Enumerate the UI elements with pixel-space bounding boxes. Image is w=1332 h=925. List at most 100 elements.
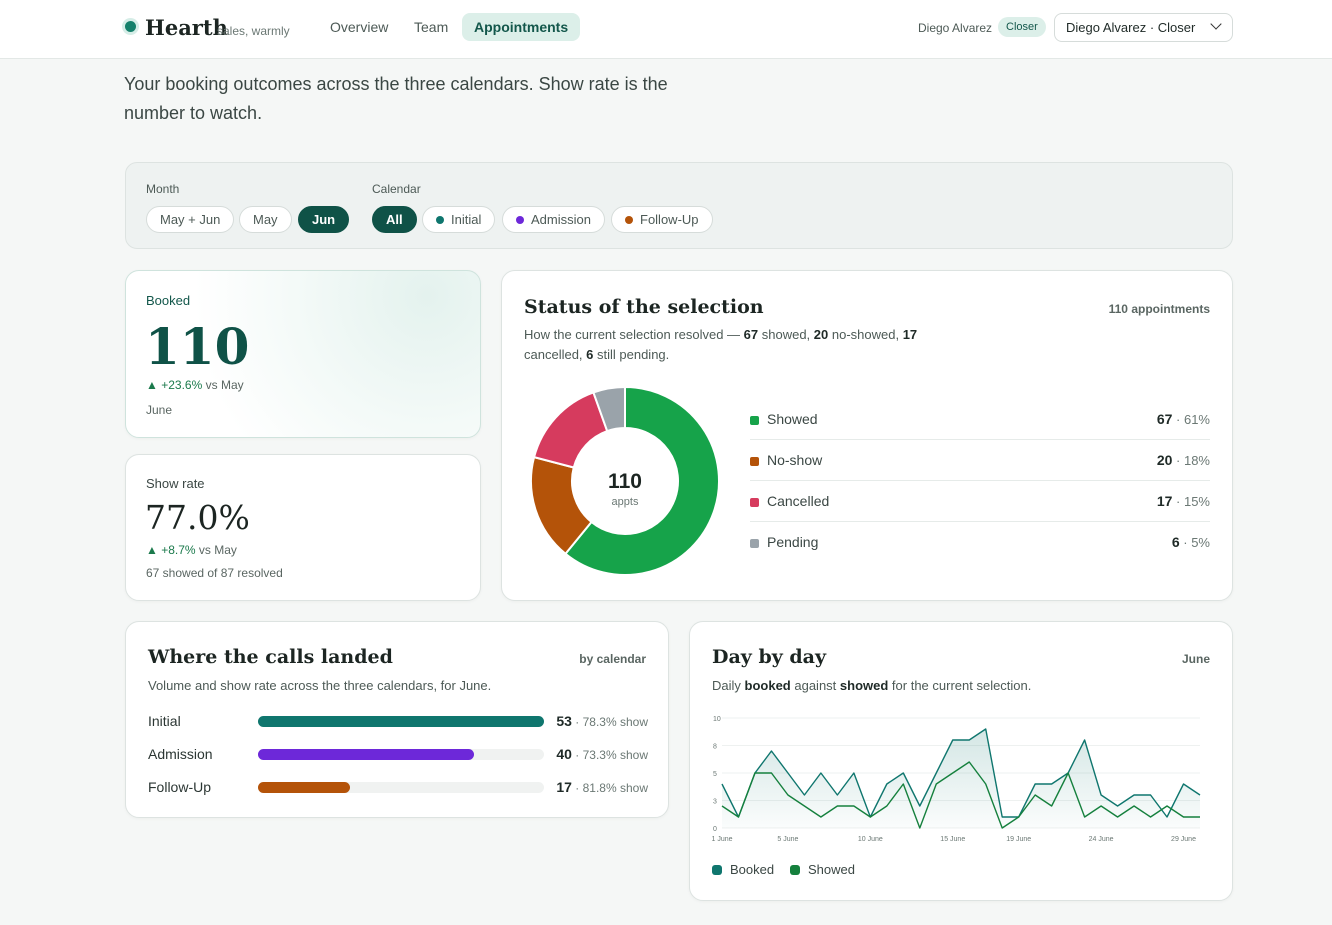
legend-showed: Showed <box>790 862 855 877</box>
daily-line-chart: 0 3 5 8 10 1 June 5 June 10 June 15 June 19 June… <box>712 716 1201 843</box>
user-name: Diego Alvarez <box>918 21 993 35</box>
status-value: 17 · 15% <box>1156 493 1210 509</box>
calendar-chip-initial-label: Initial <box>451 212 482 227</box>
y-tick-label: 5 <box>713 771 717 778</box>
calendar-value: 17 · 81.8% show <box>556 779 648 795</box>
bar-fill-admission <box>258 749 474 760</box>
donut-center-label: appts <box>612 496 639 508</box>
donut-slice-showed <box>564 385 720 576</box>
month-chip-may-jun[interactable]: May + Jun <box>146 206 235 233</box>
page-intro: Your booking outcomes across the three c… <box>124 74 668 123</box>
booked-area <box>722 729 1200 828</box>
booked-delta-suffix: vs May <box>205 378 244 392</box>
calendar-name: Admission <box>148 746 213 762</box>
calls-meta: by calendar <box>579 652 646 666</box>
y-tick-label: 10 <box>713 716 721 723</box>
calendar-dot-icon <box>516 216 524 224</box>
status-row-cancelled: Cancelled 17 · 15% <box>750 481 1210 522</box>
booked-sub: June <box>146 403 173 417</box>
bar-fill-follow-up <box>258 782 350 793</box>
booked-kpi-card: Booked 110 ▲ +23.6% vs May June <box>125 270 481 438</box>
donut-slice-cancelled <box>532 391 609 469</box>
swatch-no-show <box>750 457 759 466</box>
show-rate-sub: 67 showed of 87 resolved <box>146 566 283 580</box>
show-rate-kpi-card: Show rate 77.0% ▲ +8.7% vs May 67 showed… <box>125 454 481 601</box>
x-tick-label: 19 June <box>1006 836 1031 843</box>
chevron-down-icon <box>1210 18 1222 30</box>
calendar-value: 53 · 78.3% show <box>556 713 648 729</box>
calendar-bar-row: Initial 53 · 78.3% show <box>148 711 648 731</box>
calls-card: Where the calls landed by calendar Volum… <box>125 621 669 818</box>
status-card: Status of the selection 110 appointments… <box>501 270 1233 601</box>
month-chip-may[interactable]: May <box>239 206 292 233</box>
show-rate-value: 77.0% <box>145 498 250 537</box>
bar-fill-initial <box>258 716 544 727</box>
x-tick-label: 10 June <box>858 836 883 843</box>
brand-name[interactable]: Hearth <box>145 15 228 40</box>
x-tick-label: 1 June <box>712 836 733 843</box>
calendar-chip-initial[interactable]: Initial <box>422 206 496 233</box>
y-tick-label: 3 <box>713 799 717 806</box>
series-line-booked <box>721 728 1201 818</box>
calendar-bar-row: Admission 40 · 73.3% show <box>148 744 648 764</box>
x-tick-label: 29 June <box>1171 836 1196 843</box>
calendar-name: Initial <box>148 713 181 729</box>
status-name: No-show <box>767 452 823 468</box>
calendar-name: Follow-Up <box>148 779 212 795</box>
user-select-value: Diego Alvarez · Closer <box>1066 20 1196 35</box>
status-description: How the current selection resolved — 67 … <box>524 327 918 362</box>
show-rate-delta-value: +8.7% <box>161 543 196 557</box>
status-name: Cancelled <box>767 493 830 509</box>
user-role-select[interactable]: Diego Alvarez · Closer <box>1054 13 1233 42</box>
month-chip-jun[interactable]: Jun <box>298 206 350 233</box>
donut-slice-pending <box>592 385 626 433</box>
booked-delta: ▲ +23.6% vs May <box>146 378 244 392</box>
status-value: 67 · 61% <box>1156 411 1210 427</box>
status-value: 20 · 18% <box>1156 452 1210 468</box>
calendar-filter-label: Calendar <box>372 182 421 196</box>
x-tick-label: 15 June <box>940 836 965 843</box>
calendar-bar-row: Follow-Up 17 · 81.8% show <box>148 777 648 797</box>
calendar-chip-admission[interactable]: Admission <box>502 206 605 233</box>
series-line-showed <box>721 761 1200 829</box>
status-donut-chart: 110 appts <box>530 385 720 576</box>
donut-center-value: 110 <box>608 470 642 493</box>
status-meta: 110 appointments <box>1108 302 1210 316</box>
bar-track <box>258 749 544 760</box>
month-filter-label: Month <box>146 182 180 196</box>
nav-team[interactable]: Team <box>414 19 449 35</box>
calls-title: Where the calls landed <box>148 646 393 668</box>
calendar-value: 40 · 73.3% show <box>556 746 648 762</box>
legend-swatch <box>790 865 800 875</box>
trend-up-icon: ▲ <box>146 543 162 557</box>
brand-tagline: sales, warmly <box>217 24 290 38</box>
swatch-showed <box>750 416 759 425</box>
daily-title: Day by day <box>712 646 827 668</box>
calendar-chip-follow-up-label: Follow-Up <box>640 212 699 227</box>
nav-overview[interactable]: Overview <box>330 19 389 35</box>
show-rate-delta-suffix: vs May <box>198 543 237 557</box>
status-name: Showed <box>767 411 818 427</box>
legend-swatch <box>712 865 722 875</box>
daily-card: Day by day June Daily booked against sho… <box>689 621 1233 901</box>
y-tick-label: 8 <box>713 744 717 751</box>
booked-delta-value: +23.6% <box>161 378 203 392</box>
brand-logo-icon <box>125 21 136 32</box>
calendar-dot-icon <box>436 216 444 224</box>
filter-panel: Month May + Jun May Jun Calendar All Ini… <box>125 162 1233 249</box>
booked-label: Booked <box>146 293 191 308</box>
daily-meta: June <box>1181 652 1210 666</box>
x-tick-label: 5 June <box>777 836 798 843</box>
show-rate-delta: ▲ +8.7% vs May <box>146 543 237 557</box>
nav-appointments[interactable]: Appointments <box>462 13 581 41</box>
swatch-cancelled <box>750 498 759 507</box>
y-tick-label: 0 <box>713 826 717 833</box>
role-badge: Closer <box>998 17 1046 37</box>
daily-description: Daily booked against showed for the curr… <box>712 678 1032 693</box>
trend-up-icon: ▲ <box>146 378 162 392</box>
calendar-chip-all[interactable]: All <box>372 206 417 233</box>
calendar-chip-admission-label: Admission <box>531 212 591 227</box>
calendar-chip-follow-up[interactable]: Follow-Up <box>611 206 713 233</box>
bar-track <box>258 782 544 793</box>
show-rate-label: Show rate <box>146 476 205 491</box>
